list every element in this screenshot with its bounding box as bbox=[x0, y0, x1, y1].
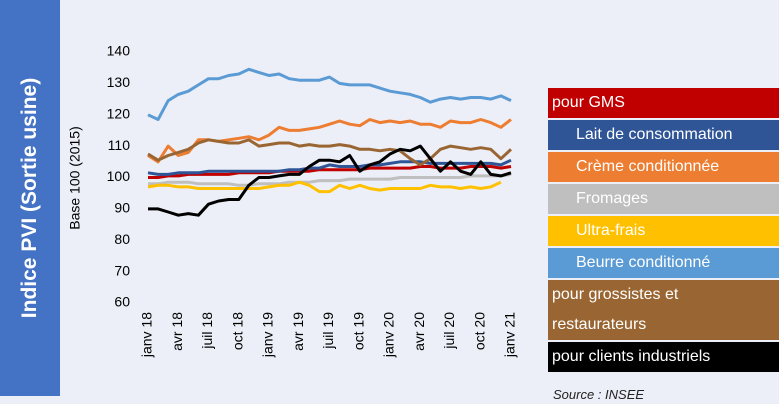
title-band: Indice PVI (Sortie usine) bbox=[0, 0, 60, 396]
series-line bbox=[147, 138, 513, 167]
legend-entry: pour grossistes et restaurateurs bbox=[548, 280, 779, 340]
y-tick-label: 60 bbox=[114, 294, 130, 310]
legend-entry: pour GMS bbox=[548, 88, 779, 118]
y-tick-label: 100 bbox=[107, 168, 131, 184]
x-tick-label: juil 20 bbox=[441, 312, 457, 350]
y-tick-label: 120 bbox=[107, 105, 131, 121]
legend-entry: pour clients industriels bbox=[548, 342, 779, 372]
x-tick-label: avr 19 bbox=[290, 312, 306, 351]
source: Source : INSEE bbox=[553, 387, 645, 402]
x-tick-label: oct 18 bbox=[229, 312, 245, 350]
x-tick-label: juil 18 bbox=[199, 312, 215, 350]
legend-entry: Crème conditionnée bbox=[548, 152, 779, 182]
x-tick-label: avr 20 bbox=[411, 312, 427, 351]
x-tick-label: avr 18 bbox=[169, 312, 185, 351]
legend-entry: Beurre conditionné bbox=[548, 248, 779, 278]
y-tick-label: 140 bbox=[107, 43, 131, 59]
series-line bbox=[147, 180, 502, 194]
y-tick-label: 90 bbox=[114, 200, 130, 216]
x-tick-label: oct 19 bbox=[350, 312, 366, 350]
y-tick-label: 70 bbox=[114, 262, 130, 278]
x-tick-label: janv 21 bbox=[502, 312, 518, 358]
y-tick-label: 110 bbox=[108, 137, 131, 153]
x-tick-label: janv 20 bbox=[381, 312, 397, 358]
x-tick-label: juil 19 bbox=[320, 312, 336, 350]
y-tick-label: 130 bbox=[107, 74, 131, 90]
legend-entry: Lait de consommation bbox=[548, 120, 779, 150]
series-line bbox=[148, 172, 512, 187]
series-line bbox=[147, 67, 512, 121]
x-tick-label: janv 19 bbox=[260, 312, 276, 358]
legend: pour GMS Lait de consommation Crème cond… bbox=[548, 88, 779, 372]
y-axis-label: Base 100 (2015) bbox=[67, 126, 83, 230]
y-tick-label: 80 bbox=[114, 231, 130, 247]
legend-entry: Fromages bbox=[548, 184, 779, 214]
legend-entry: Ultra-frais bbox=[548, 216, 779, 246]
series-line bbox=[148, 144, 512, 217]
x-tick-label: janv 18 bbox=[139, 312, 155, 358]
series-line bbox=[148, 165, 512, 179]
x-tick-label: oct 20 bbox=[471, 312, 487, 350]
